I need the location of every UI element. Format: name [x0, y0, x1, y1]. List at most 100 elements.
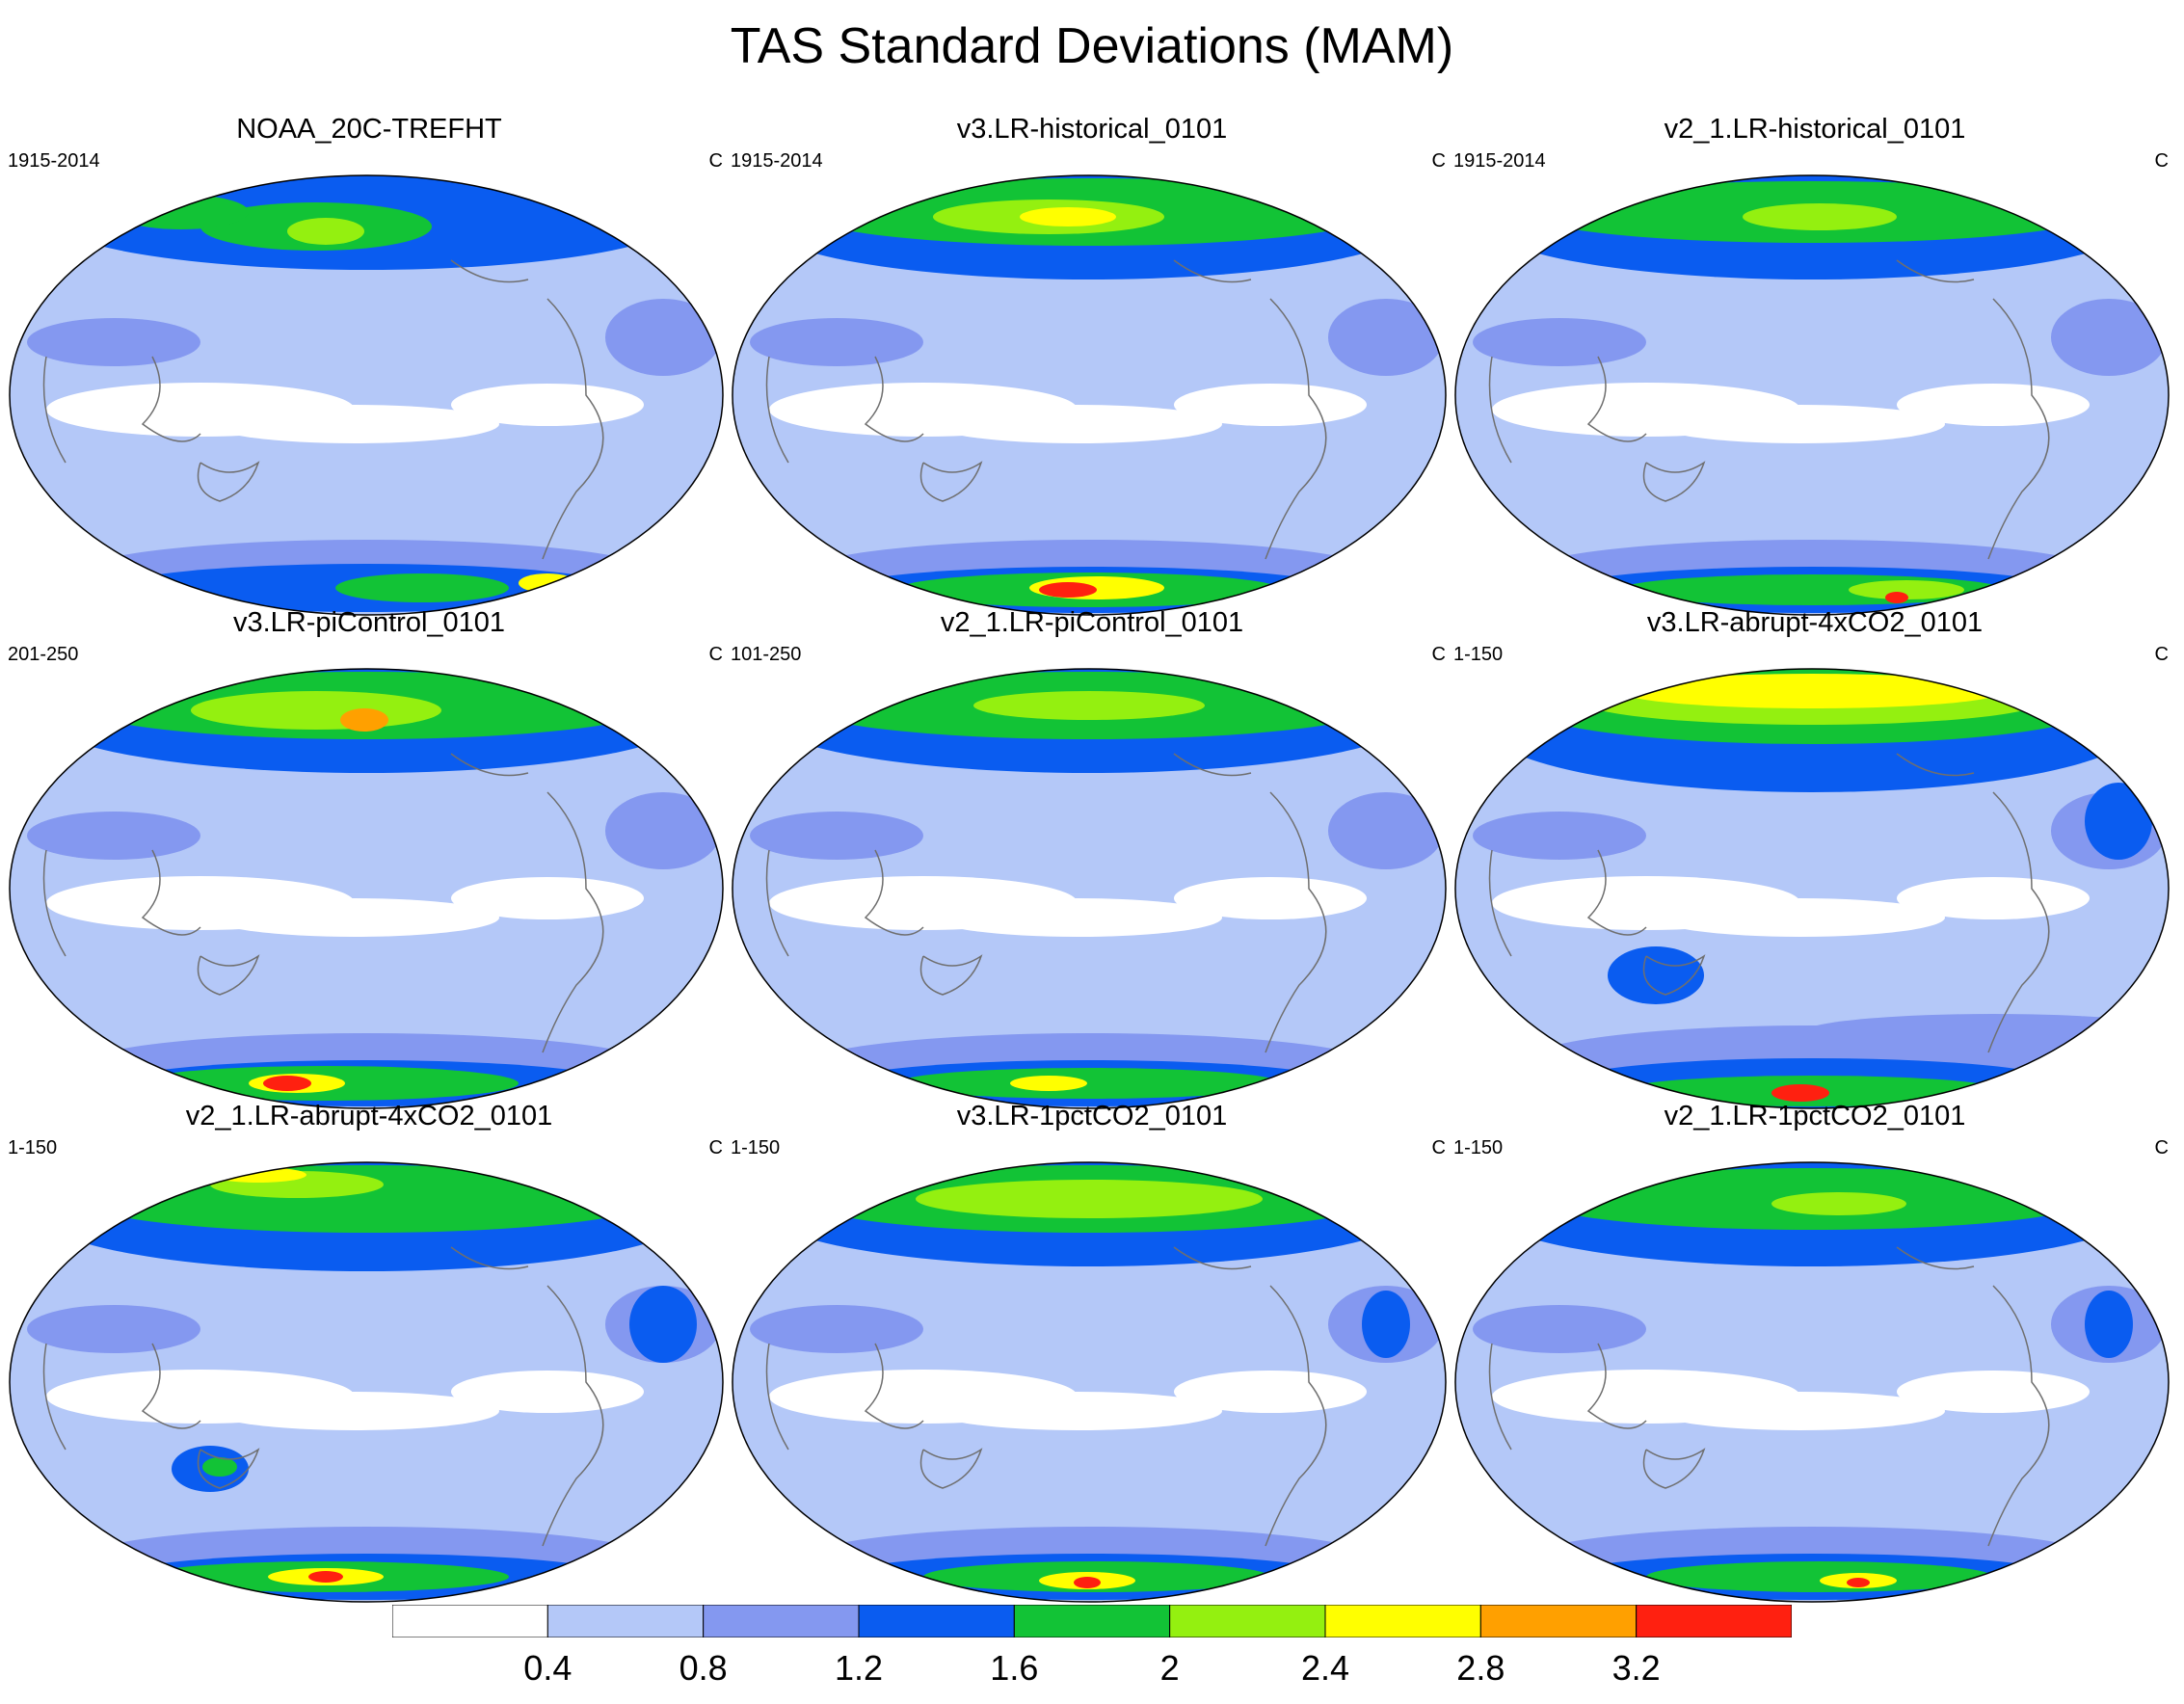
- world-map: [9, 1161, 724, 1603]
- panel-title: v3.LR-historical_0101: [956, 114, 1228, 145]
- field-contour: [210, 898, 499, 937]
- coastline: [141, 849, 201, 936]
- field-contour: [629, 1286, 697, 1363]
- panel-units-label: C: [708, 1137, 723, 1158]
- world-map: [732, 1161, 1447, 1603]
- coastline: [1173, 753, 1252, 777]
- panel-title: v3.LR-piControl_0101: [232, 607, 506, 638]
- map-outline: [732, 1161, 1447, 1603]
- coastline: [1586, 1343, 1647, 1429]
- coastline: [1265, 1285, 1327, 1547]
- field-contour: [191, 691, 441, 730]
- map-panel: v2_1.LR-abrupt-4xCO2_0101 1-150 C: [8, 1101, 731, 1603]
- field-contour: [538, 677, 576, 696]
- panel-units-label: C: [1431, 150, 1446, 172]
- colorbar-swatch: [1324, 1605, 1481, 1637]
- map-panel: v3.LR-piControl_0101 201-250 C: [8, 607, 731, 1109]
- world-map: [1454, 668, 2170, 1109]
- panel-title: NOAA_20C-TREFHT: [236, 114, 502, 145]
- colorbar-tick-label: 2.8: [1456, 1648, 1505, 1688]
- field-contour: [1656, 898, 1945, 937]
- coastline: [450, 1246, 529, 1270]
- panel-units-label: C: [1431, 644, 1446, 665]
- coastline: [42, 356, 67, 464]
- field-contour: [138, 675, 186, 698]
- coastline: [864, 849, 924, 936]
- world-map: [9, 174, 724, 616]
- coastline: [1987, 1285, 2050, 1547]
- coastline: [1265, 791, 1327, 1053]
- coastline: [542, 1285, 604, 1547]
- coastline: [1896, 259, 1975, 283]
- field-contour: [210, 1392, 499, 1430]
- map-panel: NOAA_20C-TREFHT 1915-2014 C: [8, 114, 731, 616]
- colorbar-swatch: [392, 1605, 548, 1637]
- coastline: [141, 1343, 201, 1429]
- field-contour: [1885, 592, 1908, 603]
- field-contour: [605, 792, 721, 869]
- colorbar: [392, 1605, 1792, 1637]
- field-contour: [1897, 384, 2090, 426]
- colorbar-swatch: [1169, 1605, 1326, 1637]
- panel-period-label: 1915-2014: [1453, 150, 1546, 172]
- field-contour: [1897, 1371, 2090, 1413]
- map-panel: v3.LR-historical_0101 1915-2014 C: [731, 114, 1453, 616]
- map-outline: [1454, 668, 2170, 1109]
- colorbar-tick-label: 1.6: [990, 1648, 1039, 1688]
- field-contour: [114, 195, 249, 229]
- colorbar-tick-label: 3.2: [1611, 1648, 1661, 1688]
- map-outline: [9, 174, 724, 616]
- coastline: [1987, 791, 2050, 1053]
- map-outline: [1454, 1161, 2170, 1603]
- coastline: [1586, 356, 1647, 442]
- field-contour: [1897, 877, 2090, 919]
- map-panel: v2_1.LR-1pctCO2_0101 1-150 C: [1453, 1101, 2176, 1603]
- field-contour: [340, 708, 388, 732]
- field-contour: [1010, 1076, 1087, 1091]
- field-contour: [1020, 207, 1116, 226]
- coastline: [1265, 298, 1327, 560]
- coastline: [1488, 1343, 1512, 1451]
- field-contour: [1800, 1014, 2169, 1052]
- coastline: [765, 849, 789, 957]
- field-contour: [27, 318, 200, 366]
- coastline: [42, 849, 67, 957]
- field-contour: [2085, 783, 2152, 860]
- field-contour: [451, 384, 644, 426]
- colorbar-swatch: [1636, 1605, 1792, 1637]
- field-contour: [308, 1571, 343, 1583]
- colorbar-swatch: [1013, 1605, 1171, 1637]
- panel-period-label: 1-150: [1453, 644, 1504, 665]
- world-map: [1454, 174, 2170, 616]
- field-contour: [1328, 299, 1444, 376]
- field-contour: [27, 812, 200, 860]
- field-contour: [2051, 299, 2167, 376]
- panel-period-label: 201-250: [8, 644, 79, 665]
- panel-period-label: 101-250: [731, 644, 802, 665]
- colorbar-swatch: [703, 1605, 860, 1637]
- map-panel: v2_1.LR-piControl_0101 101-250 C: [731, 607, 1453, 1109]
- coastline: [197, 1448, 260, 1489]
- panel-title: v3.LR-abrupt-4xCO2_0101: [1646, 607, 1984, 638]
- field-contour: [1174, 877, 1367, 919]
- field-contour: [750, 1305, 923, 1353]
- panel-period-label: 1-150: [731, 1137, 781, 1158]
- field-contour: [1656, 405, 1945, 443]
- panel-units-label: C: [708, 150, 723, 172]
- coastline: [1896, 753, 1975, 777]
- coastline: [1173, 259, 1252, 283]
- coastline: [450, 753, 529, 777]
- panel-title: v3.LR-1pctCO2_0101: [956, 1101, 1228, 1132]
- panel-title: v2_1.LR-abrupt-4xCO2_0101: [185, 1101, 553, 1132]
- panel-units-label: C: [708, 644, 723, 665]
- field-contour: [287, 218, 364, 245]
- world-map: [1454, 1161, 2170, 1603]
- coastline: [1173, 1246, 1252, 1270]
- colorbar-swatch: [858, 1605, 1015, 1637]
- map-panel: v3.LR-abrupt-4xCO2_0101 1-150 C: [1453, 607, 2176, 1109]
- coastline: [542, 298, 604, 560]
- field-contour: [1771, 1192, 1906, 1215]
- coastline: [1488, 356, 1512, 464]
- panel-units-label: C: [2154, 1137, 2169, 1158]
- field-contour: [27, 1305, 200, 1353]
